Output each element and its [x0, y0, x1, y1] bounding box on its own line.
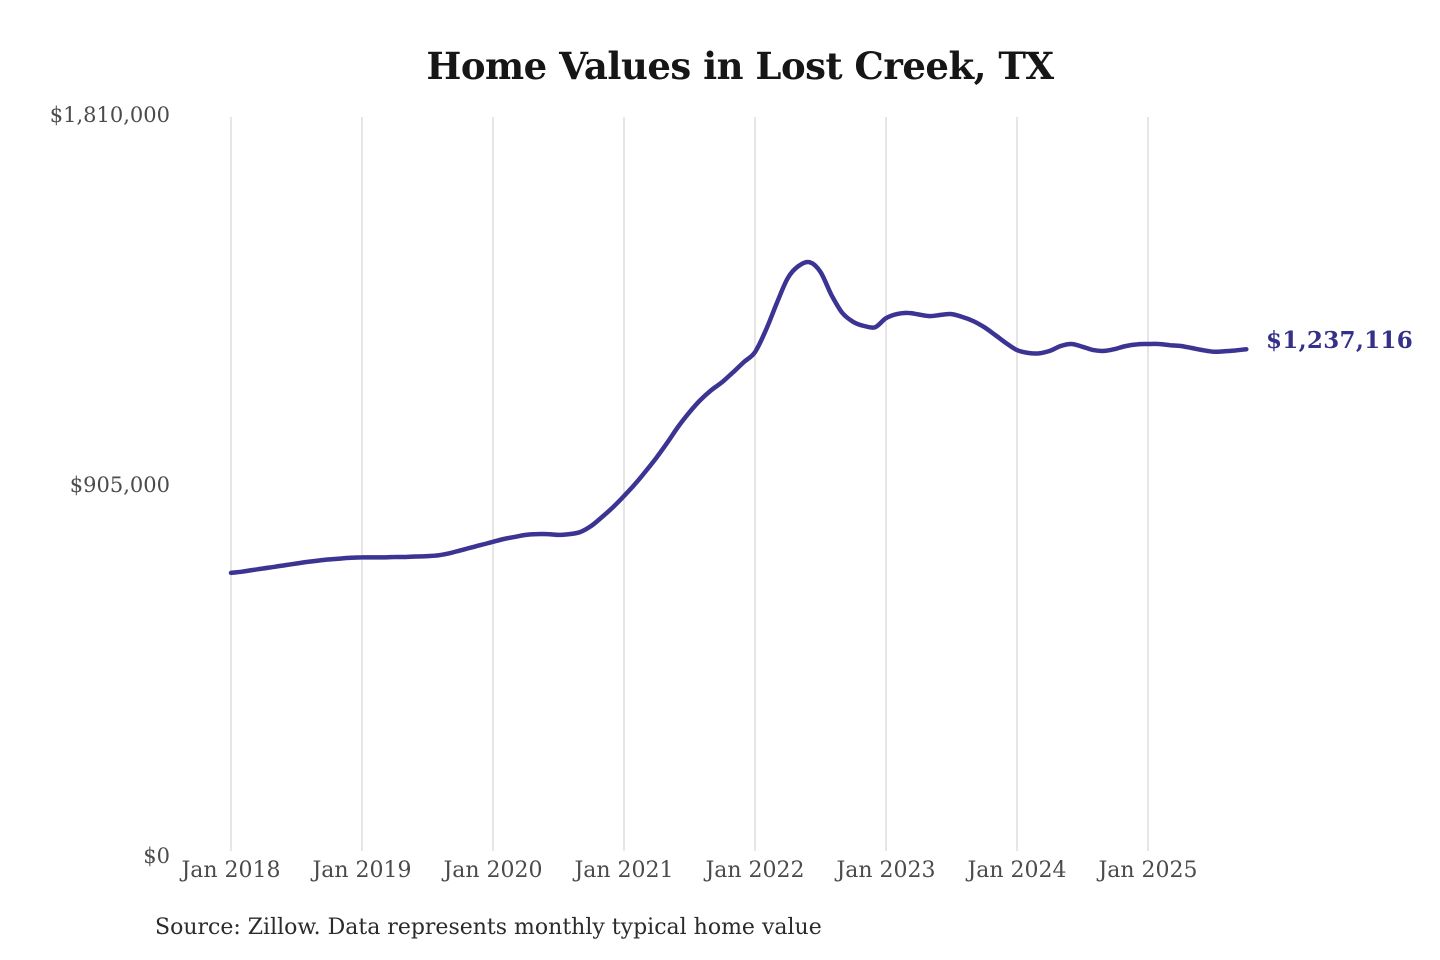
x-axis-tick-label: Jan 2022 — [705, 858, 805, 883]
x-axis-tick-label: Jan 2025 — [1098, 858, 1198, 883]
x-axis-tick-label: Jan 2018 — [181, 858, 281, 883]
y-axis-tick-label: $0 — [143, 844, 170, 868]
y-axis-tick-label: $1,810,000 — [49, 103, 170, 127]
home-value-line — [228, 259, 1249, 576]
x-axis-tick-label: Jan 2024 — [967, 858, 1067, 883]
y-axis-tick-label: $905,000 — [69, 473, 170, 497]
source-note: Source: Zillow. Data represents monthly … — [155, 915, 822, 940]
x-axis-tick-label: Jan 2023 — [836, 858, 936, 883]
x-axis-tick-label: Jan 2019 — [312, 858, 412, 883]
chart-title: Home Values in Lost Creek, TX — [426, 44, 1054, 88]
x-axis-tick-label: Jan 2021 — [574, 858, 674, 883]
x-axis-tick-label: Jan 2020 — [443, 858, 543, 883]
current-value-label: $1,237,116 — [1266, 327, 1414, 354]
